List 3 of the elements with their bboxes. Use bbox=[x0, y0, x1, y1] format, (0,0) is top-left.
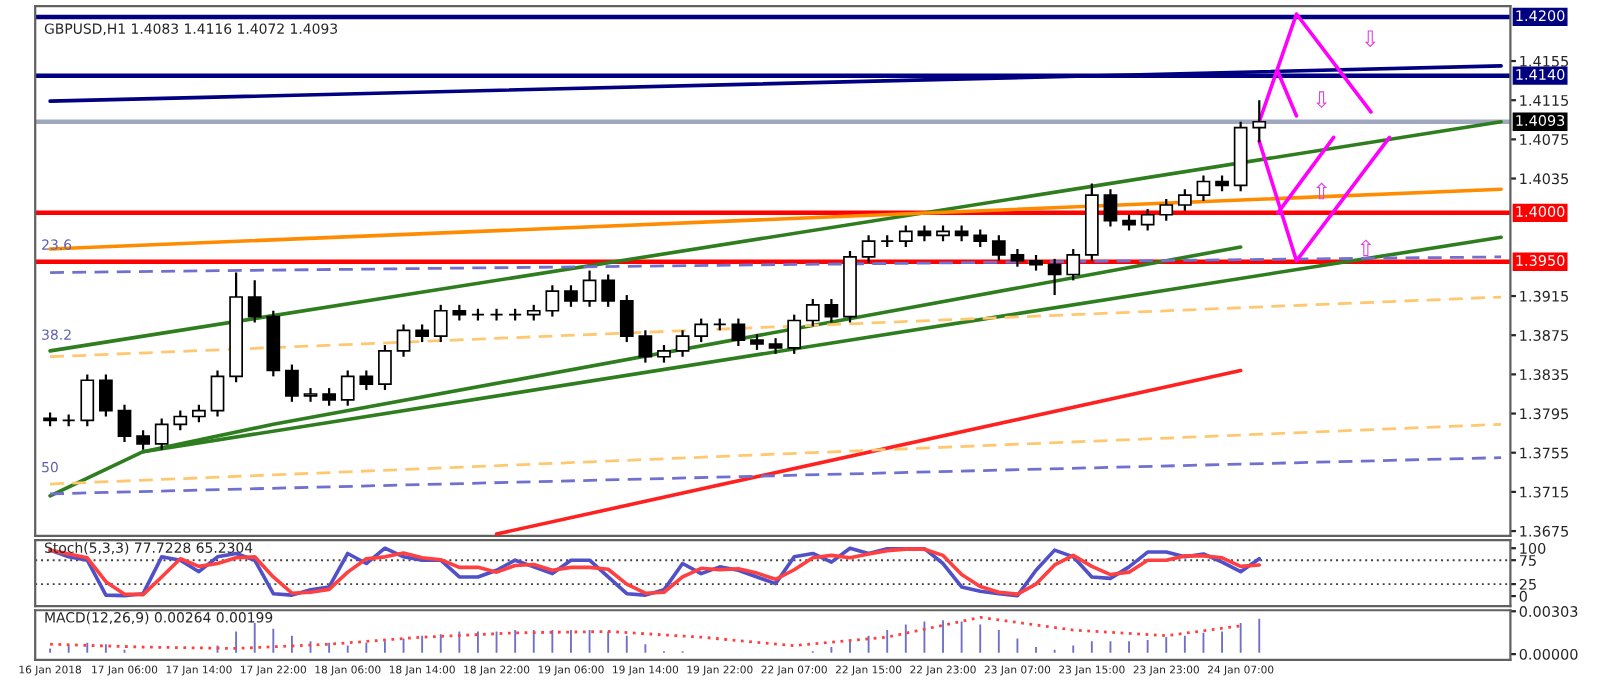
annotation: ⇧ bbox=[1360, 239, 1372, 257]
annotation: ⇩ bbox=[1316, 91, 1328, 109]
annotation: ⇩ bbox=[1364, 30, 1376, 48]
